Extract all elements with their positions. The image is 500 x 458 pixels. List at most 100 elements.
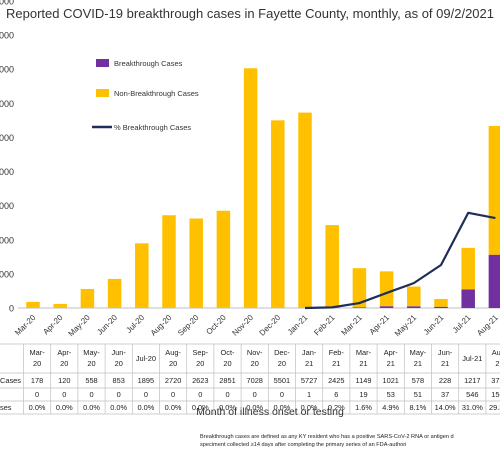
bar-breakthrough [434, 307, 448, 308]
table-cell: 19 [359, 390, 367, 399]
y-tick-label: 1,000 [0, 269, 14, 279]
bar-non-breakthrough [380, 271, 394, 306]
table-header: Oct- [221, 348, 235, 357]
bar-non-breakthrough [189, 219, 203, 308]
x-tick-label: Dec-20 [258, 313, 283, 338]
table-cell: 0 [117, 390, 121, 399]
table-header: Feb- [329, 348, 345, 357]
table-cell: 5727 [301, 376, 317, 385]
legend-label: Breakthrough Cases [114, 59, 183, 68]
bar-non-breakthrough [489, 126, 500, 255]
table-cell: 558 [85, 376, 97, 385]
footnote-line-1: Breakthrough cases are defined as any KY… [200, 433, 500, 441]
y-tick-label: 2,000 [0, 235, 14, 245]
bar-non-breakthrough [162, 215, 176, 308]
x-tick-label: May-21 [393, 313, 419, 339]
table-header: 20 [115, 359, 123, 368]
table-cell: 0 [171, 390, 175, 399]
table-header: 21 [387, 359, 395, 368]
x-tick-label: Jun-20 [95, 313, 119, 337]
table-header: Mar- [29, 348, 45, 357]
bar-breakthrough [353, 307, 367, 308]
x-tick-label: Oct-20 [204, 313, 228, 337]
y-tick-label: 3,000 [0, 201, 14, 211]
table-cell: 178 [31, 376, 43, 385]
bar-non-breakthrough [135, 243, 149, 308]
table-cell: 1217 [464, 376, 480, 385]
table-header: 20 [33, 359, 41, 368]
table-cell: 228 [439, 376, 451, 385]
table-header: 21 [441, 359, 449, 368]
table-cell: 0 [35, 390, 39, 399]
table-cell: 578 [412, 376, 424, 385]
bar-non-breakthrough [461, 248, 475, 290]
x-tick-label: Mar-21 [340, 313, 365, 338]
bar-non-breakthrough [434, 299, 448, 307]
x-tick-label: Sep-20 [176, 313, 201, 338]
table-cell: 1562 [491, 390, 500, 399]
y-tick-label: 0 [9, 304, 14, 314]
bar-non-breakthrough [53, 304, 66, 308]
table-header: Jul-21 [462, 354, 482, 363]
table-cell: 0 [253, 390, 257, 399]
table-cell: 1149 [356, 376, 372, 385]
x-tick-label: Nov-20 [230, 313, 255, 338]
table-header: Mar- [356, 348, 372, 357]
table-cell: 0 [144, 390, 148, 399]
table-header: 20 [223, 359, 231, 368]
y-tick-label: 4,000 [0, 167, 14, 177]
legend-swatch [96, 59, 109, 67]
x-tick-label: Jan-21 [286, 313, 310, 337]
table-cell: 2851 [219, 376, 235, 385]
bar-non-breakthrough [271, 120, 285, 308]
table-cell: 1021 [382, 376, 398, 385]
table-header: 20 [278, 359, 286, 368]
y-tick-label: 5,000 [0, 133, 14, 143]
x-tick-label: Feb-21 [312, 313, 337, 338]
x-tick-label: Apr-20 [41, 313, 65, 337]
table-header: Jan- [302, 348, 317, 357]
x-axis-title: Month of illness onset or testing [0, 406, 500, 418]
table-cell: 2425 [328, 376, 344, 385]
bar-non-breakthrough [81, 289, 95, 308]
bar-breakthrough [461, 289, 475, 308]
footnote-line-2: speciment collected ≥14 days after compl… [200, 441, 500, 449]
table-cell: 2623 [192, 376, 208, 385]
table-cell: 0 [89, 390, 93, 399]
table-header: 20 [251, 359, 259, 368]
table-header: 21 [305, 359, 313, 368]
x-tick-label: May-20 [67, 313, 93, 339]
table-header: 20 [169, 359, 177, 368]
table-header: 20 [196, 359, 204, 368]
chart-title: Reported COVID-19 breakthrough cases in … [0, 6, 500, 21]
table-cell: 5501 [274, 376, 290, 385]
bar-non-breakthrough [407, 287, 421, 307]
table-cell: 37 [441, 390, 449, 399]
bar-non-breakthrough [244, 68, 258, 308]
table-header: Aug- [492, 348, 500, 357]
bar-breakthrough [489, 255, 500, 308]
x-tick-label: Mar-20 [13, 313, 38, 338]
table-header: 21 [332, 359, 340, 368]
table-header: Apr- [57, 348, 72, 357]
table-cell: 1895 [138, 376, 154, 385]
bar-non-breakthrough [26, 302, 40, 308]
table-header: Apr- [384, 348, 399, 357]
y-tick-label: 6,000 [0, 99, 14, 109]
table-header: Dec- [274, 348, 290, 357]
table-header: 20 [87, 359, 95, 368]
table-row-label: Cases [0, 376, 21, 385]
table-header: 21 [414, 359, 422, 368]
table-cell: 546 [466, 390, 478, 399]
bar-breakthrough [380, 306, 394, 308]
table-header: Jul-20 [136, 354, 156, 363]
bar-non-breakthrough [298, 113, 312, 308]
table-header: Aug- [165, 348, 181, 357]
y-tick-label: 8,000 [0, 31, 14, 41]
table-header: Nov- [247, 348, 263, 357]
x-tick-label: Jul-21 [451, 313, 473, 335]
bar-non-breakthrough [108, 279, 122, 308]
legend-label: Non-Breakthrough Cases [114, 89, 199, 98]
legend-label: % Breakthrough Cases [114, 123, 191, 132]
table-cell: 53 [387, 390, 395, 399]
